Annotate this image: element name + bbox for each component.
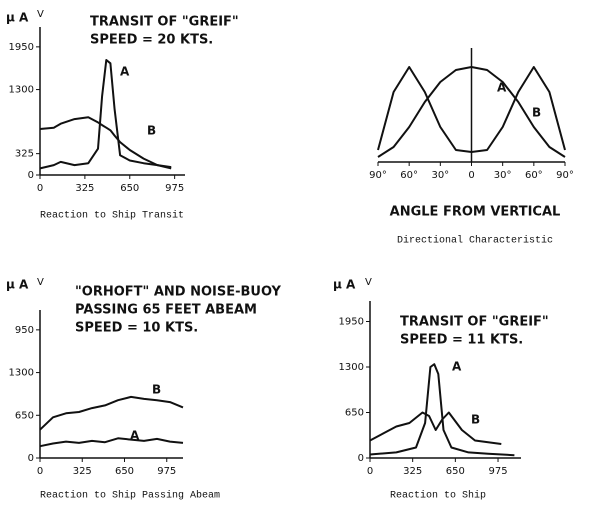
x-tick-label: 650 (120, 183, 139, 194)
x-tick-label: 325 (73, 466, 92, 477)
y-tick-label: 325 (15, 149, 34, 160)
chart-title: SPEED = 10 KTS. (75, 321, 198, 336)
chart-title: "ORHOFT" AND NOISE-BUOY (75, 285, 282, 300)
curve (39, 395, 184, 431)
x-tick-label: 975 (488, 466, 507, 477)
curve (39, 116, 172, 170)
x-tick-label: 60° (525, 170, 543, 181)
x-tick-label: 30° (494, 170, 512, 181)
series-label: B (147, 124, 156, 138)
y-axis-unit: V (365, 277, 372, 288)
caption: Reaction to Ship (390, 490, 486, 502)
x-tick-label: 0 (37, 183, 43, 194)
chart-title: PASSING 65 FEET ABEAM (75, 303, 257, 318)
curve (39, 59, 172, 170)
x-tick-label: 975 (157, 466, 176, 477)
x-tick-label: 975 (165, 183, 184, 194)
chart-title: SPEED = 11 KTS. (400, 333, 523, 348)
x-tick-label: 60° (400, 170, 418, 181)
curve (377, 66, 566, 158)
x-tick-label: 650 (115, 466, 134, 477)
y-tick-label: 0 (28, 170, 34, 181)
y-tick-label: 650 (15, 410, 34, 421)
series-label: A (120, 65, 130, 79)
x-tick-label: 0 (468, 170, 474, 181)
x-tick-label: 650 (446, 466, 465, 477)
curve (369, 363, 515, 457)
y-tick-label: 0 (28, 453, 34, 464)
y-tick-label: 1950 (9, 42, 34, 53)
series-label: A (130, 429, 140, 443)
y-tick-label: 1300 (9, 368, 34, 379)
y-axis-label: µ A (6, 278, 29, 292)
y-tick-label: 1950 (339, 317, 364, 328)
y-tick-label: 650 (345, 408, 364, 419)
y-axis-unit: V (37, 277, 44, 288)
x-tick-label: 325 (403, 466, 422, 477)
y-tick-label: 950 (15, 325, 34, 336)
caption: Reaction to Ship Transit (40, 210, 184, 222)
x-tick-label: 0 (37, 466, 43, 477)
x-tick-label: 90° (369, 170, 387, 181)
curve (369, 411, 502, 445)
y-tick-label: 1300 (339, 362, 364, 373)
curve (377, 66, 566, 153)
series-label: B (471, 413, 480, 427)
x-tick-label: 90° (556, 170, 574, 181)
series-label: B (152, 383, 161, 397)
caption: Directional Characteristic (397, 235, 553, 247)
y-axis-label: µ A (6, 11, 29, 25)
caption: Reaction to Ship Passing Abeam (40, 490, 220, 502)
x-tick-label: 0 (367, 466, 373, 477)
x-tick-label: 30° (431, 170, 449, 181)
y-tick-label: 0 (358, 453, 364, 464)
series-label: A (452, 360, 462, 374)
y-axis-unit: V (37, 9, 44, 20)
x-tick-label: 325 (75, 183, 94, 194)
y-tick-label: 1300 (9, 85, 34, 96)
x-axis-label: ANGLE FROM VERTICAL (390, 205, 561, 220)
chart-title: TRANSIT OF "GREIF" (400, 315, 549, 330)
series-label: A (497, 81, 507, 95)
y-axis-label: µ A (333, 278, 356, 292)
curve (39, 437, 184, 448)
chart-title: SPEED = 20 KTS. (90, 33, 213, 48)
chart-title: TRANSIT OF "GREIF" (90, 15, 239, 30)
series-label: B (532, 106, 541, 120)
